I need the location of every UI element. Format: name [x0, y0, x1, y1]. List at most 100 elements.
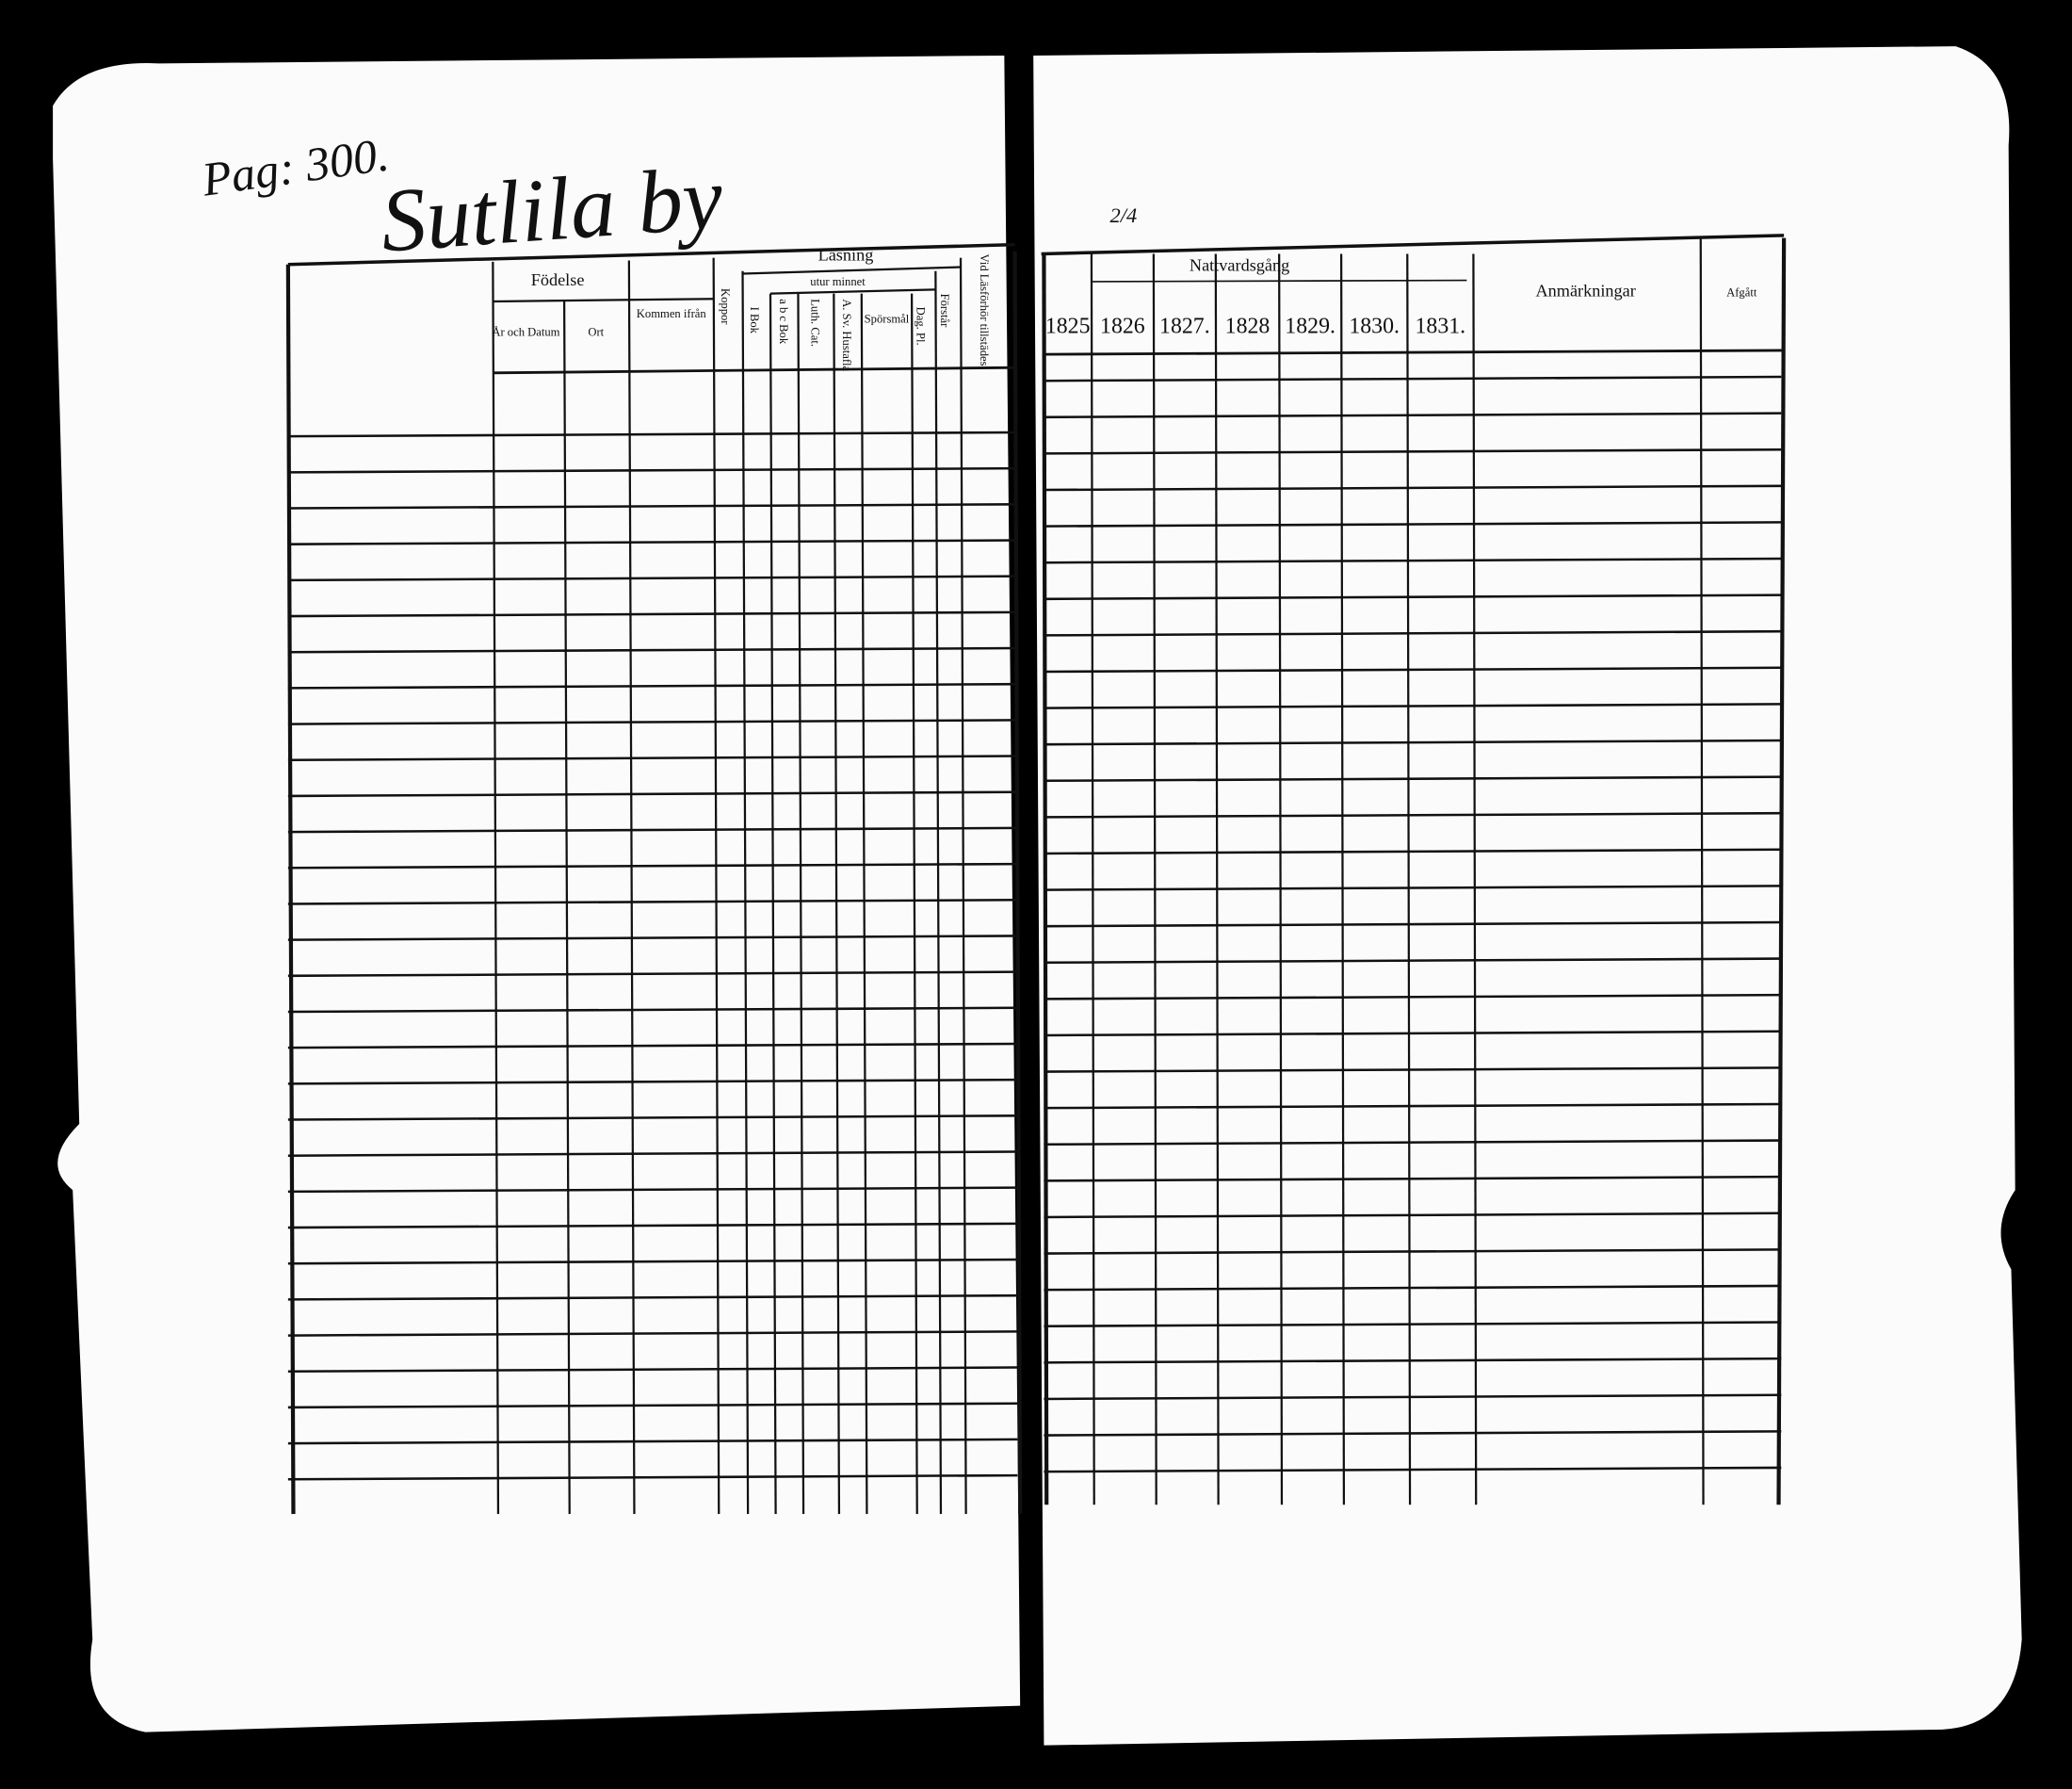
header: Förstår — [938, 294, 951, 329]
header: Vid Läsförhör tillstädes — [978, 253, 991, 366]
row-rule — [1044, 1248, 1782, 1255]
row-rule — [287, 898, 1018, 905]
row-rule — [1044, 775, 1782, 783]
rule — [1041, 234, 1785, 256]
year: 1829. — [1285, 315, 1335, 339]
row-rule — [287, 1438, 1018, 1445]
left-sheet — [53, 55, 1021, 1732]
rule — [493, 298, 714, 303]
village-name: Sutlila by — [378, 147, 726, 270]
rule — [287, 242, 1015, 267]
header: Dag. Pl. — [915, 307, 928, 346]
row-rule — [1044, 1175, 1782, 1182]
rule — [742, 266, 962, 275]
row-rule — [1044, 375, 1782, 382]
header: Läsning — [818, 245, 874, 264]
row-rule — [1044, 703, 1782, 709]
header: Födelse — [531, 270, 585, 289]
row-rule — [287, 1042, 1018, 1049]
column-rule — [1042, 253, 1049, 1505]
row-rule — [287, 1293, 1018, 1301]
header: I Bok — [748, 307, 761, 334]
right-sheet — [1033, 46, 2022, 1746]
header: A. Sv. Hustafla — [840, 299, 853, 371]
row-rule — [287, 755, 1018, 762]
column-rule — [934, 270, 943, 1515]
year: 1828 — [1225, 315, 1271, 339]
year: 1826 — [1100, 315, 1145, 339]
row-rule — [287, 1330, 1018, 1337]
column-rule — [769, 293, 777, 1515]
row-rule — [1044, 1321, 1782, 1328]
gutter — [1022, 53, 1031, 1746]
year-headers: 1825 1826 1827. 1828 1829. 1830. 1831. — [1045, 315, 1465, 339]
row-rule — [1044, 447, 1782, 455]
row-rule — [287, 1078, 1018, 1085]
row-rule — [1044, 1066, 1782, 1073]
row-rule — [287, 610, 1018, 618]
column-rule — [562, 301, 571, 1515]
header: Spörsmål — [865, 312, 910, 325]
row-rule — [287, 1186, 1018, 1194]
row-rule — [1044, 1212, 1782, 1219]
row-rule — [1044, 666, 1782, 674]
column-rule — [1776, 237, 1787, 1505]
column-rule — [910, 293, 918, 1515]
year: 1827. — [1159, 315, 1210, 339]
row-rule — [1044, 594, 1782, 601]
row-rule — [1044, 412, 1782, 419]
header: a b c Bok — [777, 299, 790, 345]
row-rule — [287, 1222, 1018, 1229]
row-rule — [1044, 1430, 1782, 1437]
column-rule — [1406, 253, 1412, 1505]
column-rule — [959, 257, 967, 1515]
row-rule — [287, 1258, 1018, 1265]
column-rule — [1472, 253, 1478, 1505]
row-rule — [287, 935, 1018, 941]
header: Koppor — [719, 288, 732, 325]
row-rule — [287, 431, 1018, 438]
row-rule — [1044, 993, 1782, 1000]
row-rule — [1044, 739, 1782, 746]
header: Anmärkningar — [1536, 281, 1636, 300]
header: utur minnet — [810, 275, 866, 288]
row-rule — [1044, 629, 1782, 637]
row-rule — [287, 503, 1018, 510]
row-rule — [287, 539, 1018, 545]
header: Afgått — [1726, 285, 1757, 299]
row-rule — [1044, 1102, 1782, 1110]
header: Nattvardsgång — [1190, 256, 1289, 275]
header: År och Datum — [492, 325, 559, 338]
year: 1825 — [1045, 315, 1091, 339]
header: Kommen ifrån — [637, 307, 707, 320]
column-rule — [1152, 253, 1157, 1505]
row-rule — [1044, 1030, 1782, 1037]
column-rule — [860, 293, 868, 1515]
row-rule — [1044, 1466, 1782, 1473]
row-rule — [1044, 1284, 1782, 1292]
row-rule — [1044, 1357, 1782, 1364]
row-rule — [287, 1366, 1018, 1374]
column-rule — [797, 293, 805, 1515]
row-rule — [1044, 1139, 1782, 1147]
row-rule — [287, 970, 1018, 978]
row-rule — [287, 646, 1018, 654]
row-rule — [1044, 811, 1782, 819]
column-rule — [1339, 253, 1346, 1505]
rule — [769, 288, 936, 295]
row-rule — [287, 575, 1018, 582]
row-rule — [1044, 1393, 1782, 1401]
column-rule — [1278, 253, 1284, 1505]
margin-mark: 2/4 — [1110, 203, 1138, 227]
column-rule — [741, 270, 750, 1515]
column-rule — [1012, 251, 1023, 1515]
column-rule — [1214, 253, 1220, 1505]
column-rule — [833, 293, 841, 1515]
header: Ort — [588, 325, 604, 338]
row-rule — [1044, 885, 1782, 891]
year: 1831. — [1416, 315, 1466, 339]
row-rule — [1044, 521, 1782, 528]
row-rule — [287, 826, 1018, 834]
